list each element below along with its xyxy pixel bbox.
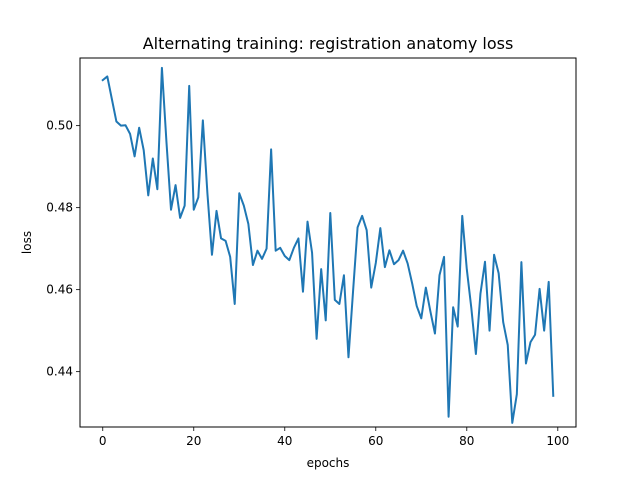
y-tick-label: 0.46 (46, 283, 73, 297)
y-tick-label: 0.50 (46, 119, 73, 133)
series-line-0 (101, 66, 555, 424)
plot-area (80, 58, 576, 427)
x-axis-ticks: 0 20 40 60 80 100 (99, 427, 569, 448)
x-tick-label: 100 (546, 434, 569, 448)
x-tick-label: 0 (99, 434, 107, 448)
chart-title: Alternating training: registration anato… (143, 34, 514, 53)
y-tick-label: 0.44 (46, 365, 73, 379)
y-axis-label: loss (20, 231, 34, 254)
y-tick-label: 0.48 (46, 201, 73, 215)
x-tick-label: 80 (459, 434, 474, 448)
x-tick-label: 20 (186, 434, 201, 448)
series-layer (101, 66, 555, 424)
x-axis-label: epochs (307, 456, 350, 470)
x-tick-label: 40 (277, 434, 292, 448)
x-tick-label: 60 (368, 434, 383, 448)
plot-frame (79, 57, 577, 428)
y-axis-ticks: 0.44 0.46 0.48 0.50 (46, 119, 80, 379)
